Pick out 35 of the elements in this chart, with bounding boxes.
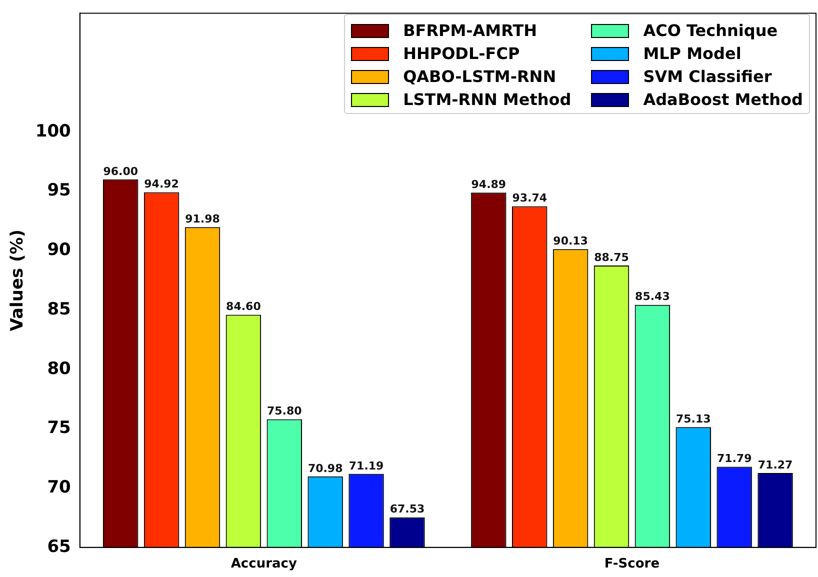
legend-label: AdaBoost Method bbox=[643, 90, 803, 109]
y-tick-label: 80 bbox=[47, 358, 72, 379]
data-label: 91.98 bbox=[185, 212, 220, 226]
data-label: 71.19 bbox=[348, 459, 384, 472]
data-label: 94.92 bbox=[144, 178, 179, 191]
data-label: 75.13 bbox=[676, 412, 711, 426]
data-label: 67.53 bbox=[390, 502, 425, 516]
y-axis-title: Values (%) bbox=[8, 229, 28, 332]
legend-label: SVM Classifier bbox=[643, 67, 772, 86]
y-tick-label: 90 bbox=[47, 240, 72, 260]
data-label: 71.79 bbox=[716, 452, 752, 466]
data-label: 88.75 bbox=[594, 250, 629, 264]
data-label: 90.13 bbox=[553, 234, 588, 248]
legend-label: LSTM-RNN Method bbox=[403, 90, 572, 109]
x-tick-label: F-Score bbox=[604, 556, 660, 572]
legend-label: ACO Technique bbox=[643, 21, 778, 40]
data-label: 75.80 bbox=[266, 404, 302, 418]
y-tick-label: 70 bbox=[47, 477, 72, 498]
y-tick-label: 85 bbox=[47, 299, 71, 320]
y-tick-label: 75 bbox=[47, 418, 71, 438]
legend-label: QABO-LSTM-RNN bbox=[403, 67, 556, 86]
data-label: 93.74 bbox=[512, 192, 548, 205]
legend-label: BFRPM-AMRTH bbox=[403, 21, 538, 40]
data-label: 94.89 bbox=[471, 178, 506, 191]
legend-label: HHPODL-FCP bbox=[403, 44, 520, 63]
data-label: 96.00 bbox=[103, 164, 138, 178]
data-label: 70.98 bbox=[308, 462, 343, 475]
x-tick-label: Accuracy bbox=[230, 556, 298, 572]
data-label: 84.60 bbox=[226, 300, 262, 314]
y-tick-label: 100 bbox=[35, 121, 72, 142]
data-label: 85.43 bbox=[635, 290, 670, 304]
y-tick-label: 65 bbox=[47, 536, 71, 557]
y-tick-label: 95 bbox=[47, 180, 71, 201]
legend-label: MLP Model bbox=[643, 44, 742, 63]
data-label: 71.27 bbox=[758, 458, 793, 472]
